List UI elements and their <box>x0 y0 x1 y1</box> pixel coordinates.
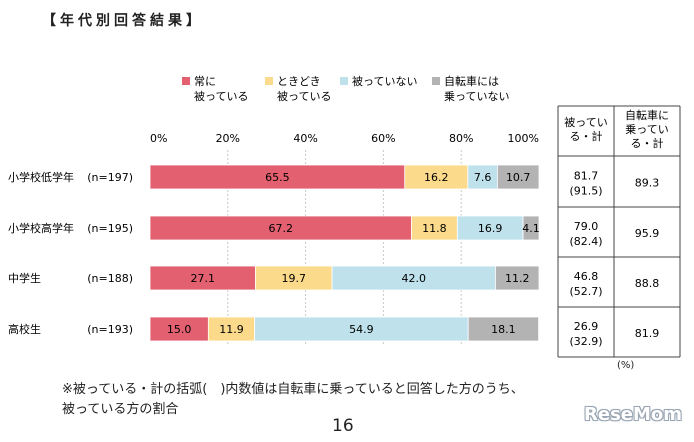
bar-value-label: 15.0 <box>167 323 192 336</box>
table-header: 被ってい <box>564 116 607 129</box>
table-cell-ride: 89.3 <box>635 177 660 190</box>
category-label: 高校生 <box>8 322 41 336</box>
table-cell-total: 46.8 <box>574 270 599 283</box>
category-label: 小学校低学年 <box>8 170 74 184</box>
x-tick-label: 60% <box>371 132 395 145</box>
table-header: る・計 <box>570 129 603 143</box>
x-tick-label: 100% <box>508 132 539 145</box>
bar-value-label: 4.1 <box>522 222 540 235</box>
bar-segment <box>254 316 469 342</box>
legend-label: 被っている <box>194 90 248 103</box>
table-unit: (%) <box>617 360 635 371</box>
category-n: (n=195) <box>87 222 133 235</box>
bar-segment <box>456 215 524 241</box>
bar-segment <box>207 316 256 342</box>
table-header: 乗ってい <box>625 123 668 136</box>
category-label: 中学生 <box>8 271 41 285</box>
bar-value-label: 16.9 <box>478 222 503 235</box>
bar-segment <box>467 316 540 342</box>
page-number: 16 <box>332 416 354 436</box>
legend-label: 乗っていない <box>444 90 509 103</box>
bar-value-label: 10.7 <box>506 171 531 184</box>
bar-segment <box>149 316 209 342</box>
legend-label: 被っていない <box>352 75 417 88</box>
resemom-logo: ReseMom <box>584 404 683 425</box>
table-cell-total: 79.0 <box>574 220 599 233</box>
legend-label: 常に <box>194 75 216 88</box>
bar-segment <box>411 215 458 241</box>
bar-value-label: 65.5 <box>265 171 290 184</box>
bar-value-label: 27.1 <box>190 272 215 285</box>
table-cell-sub: (91.5) <box>569 185 602 198</box>
bar-segment <box>149 265 256 291</box>
table-cell-sub: (82.4) <box>569 235 602 248</box>
x-tick-label: 0% <box>150 132 167 145</box>
legend-swatch <box>340 77 348 85</box>
legend-label: 自転車には <box>444 74 499 88</box>
legend-swatch <box>265 77 273 85</box>
table-cell-total: 26.9 <box>574 320 599 333</box>
bar-value-label: 54.9 <box>349 323 374 336</box>
x-tick-label: 80% <box>449 132 473 145</box>
category-n: (n=197) <box>87 171 133 184</box>
table-cell-total: 81.7 <box>574 170 599 183</box>
bar-value-label: 16.2 <box>424 171 449 184</box>
bar-value-label: 42.0 <box>401 272 426 285</box>
footnote: ※被っている・計の括弧( )内数値は自転車に乗っていると回答した方のうち、 被っ… <box>62 380 524 420</box>
table-header: る・計 <box>631 136 664 150</box>
legend-swatch <box>182 77 190 85</box>
legend-swatch <box>432 77 440 85</box>
bar-segment <box>495 265 540 291</box>
category-n: (n=188) <box>87 272 133 285</box>
category-label: 小学校高学年 <box>8 221 74 235</box>
bar-value-label: 67.2 <box>268 222 293 235</box>
x-tick-label: 40% <box>293 132 317 145</box>
bar-value-label: 11.8 <box>422 222 447 235</box>
bar-value-label: 7.6 <box>474 171 492 184</box>
bar-segment <box>331 265 496 291</box>
category-n: (n=193) <box>87 323 133 336</box>
table-cell-ride: 88.8 <box>635 277 660 290</box>
x-tick-label: 20% <box>216 132 240 145</box>
bar-segment <box>404 164 469 190</box>
bar-segment <box>522 215 540 241</box>
bar-value-label: 18.1 <box>491 323 516 336</box>
footnote-line-1: ※被っている・計の括弧( )内数値は自転車に乗っていると回答した方のうち、 <box>62 382 524 397</box>
table-cell-sub: (52.7) <box>569 285 602 298</box>
bar-segment <box>496 164 540 190</box>
bar-segment <box>255 265 333 291</box>
legend-label: 被っている <box>277 90 331 103</box>
bar-value-label: 11.9 <box>219 323 244 336</box>
table-cell-ride: 95.9 <box>635 227 660 240</box>
footnote-line-2: 被っている方の割合 <box>62 402 179 417</box>
page-title: 【年代別回答結果】 <box>42 13 204 29</box>
bar-segment <box>149 215 412 241</box>
bar-segment <box>149 164 406 190</box>
table-cell-ride: 81.9 <box>635 327 660 340</box>
table-cell-sub: (32.9) <box>569 335 602 348</box>
table-header: 自転車に <box>625 108 669 122</box>
bar-value-label: 11.2 <box>505 272 530 285</box>
bar-value-label: 19.7 <box>281 272 306 285</box>
legend-label: ときどき <box>277 75 321 88</box>
